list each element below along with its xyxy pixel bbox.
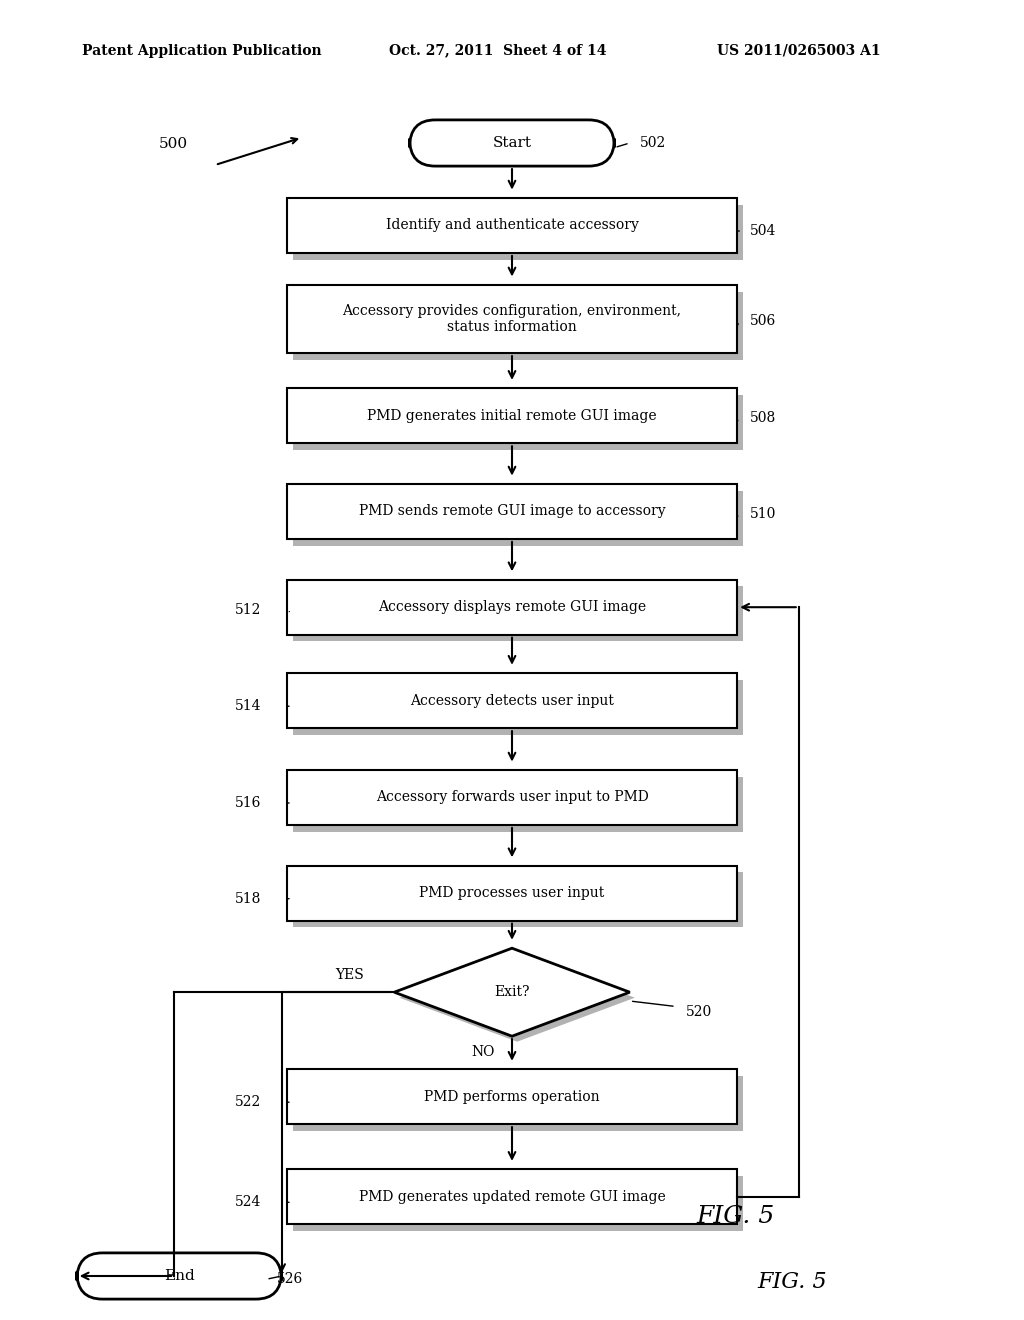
Polygon shape — [399, 953, 635, 1041]
Text: YES: YES — [335, 968, 364, 982]
Text: 514: 514 — [234, 700, 261, 713]
Text: FIG. 5: FIG. 5 — [696, 1205, 774, 1228]
Bar — [287, 1170, 737, 1225]
Bar — [287, 579, 737, 635]
FancyBboxPatch shape — [293, 205, 743, 260]
Text: NO: NO — [471, 1045, 495, 1059]
Text: Oct. 27, 2011  Sheet 4 of 14: Oct. 27, 2011 Sheet 4 of 14 — [389, 44, 606, 58]
Text: 520: 520 — [686, 1005, 713, 1019]
Text: Accessory provides configuration, environment,
status information: Accessory provides configuration, enviro… — [342, 304, 682, 334]
Text: Accessory forwards user input to PMD: Accessory forwards user input to PMD — [376, 791, 648, 804]
Text: 506: 506 — [750, 314, 776, 329]
FancyBboxPatch shape — [410, 120, 614, 166]
Bar — [287, 484, 737, 539]
Bar — [287, 198, 737, 253]
Text: End: End — [164, 1269, 195, 1283]
FancyBboxPatch shape — [293, 1076, 743, 1131]
Text: Accessory displays remote GUI image: Accessory displays remote GUI image — [378, 601, 646, 614]
Text: PMD performs operation: PMD performs operation — [424, 1090, 600, 1104]
Text: 526: 526 — [276, 1272, 303, 1286]
FancyBboxPatch shape — [293, 292, 743, 360]
Text: 508: 508 — [750, 411, 776, 425]
Text: 524: 524 — [234, 1196, 261, 1209]
Bar — [287, 285, 737, 354]
Text: PMD sends remote GUI image to accessory: PMD sends remote GUI image to accessory — [358, 504, 666, 519]
FancyBboxPatch shape — [293, 586, 743, 642]
FancyBboxPatch shape — [293, 395, 743, 450]
Text: 516: 516 — [234, 796, 261, 810]
Text: 502: 502 — [640, 136, 667, 150]
Text: Patent Application Publication: Patent Application Publication — [82, 44, 322, 58]
Text: 518: 518 — [234, 892, 261, 906]
FancyBboxPatch shape — [293, 873, 743, 927]
Bar — [287, 866, 737, 921]
Text: PMD processes user input: PMD processes user input — [420, 886, 604, 900]
Bar — [287, 770, 737, 825]
Polygon shape — [394, 948, 630, 1036]
Text: FIG. 5: FIG. 5 — [758, 1270, 827, 1292]
Bar — [287, 388, 737, 444]
Text: Identify and authenticate accessory: Identify and authenticate accessory — [386, 219, 638, 232]
FancyBboxPatch shape — [293, 680, 743, 735]
Bar — [287, 1069, 737, 1125]
Bar — [287, 673, 737, 729]
Text: Accessory detects user input: Accessory detects user input — [410, 694, 614, 708]
FancyBboxPatch shape — [293, 1176, 743, 1230]
Text: Exit?: Exit? — [495, 985, 529, 999]
Text: PMD generates updated remote GUI image: PMD generates updated remote GUI image — [358, 1189, 666, 1204]
Text: 504: 504 — [750, 224, 776, 238]
FancyBboxPatch shape — [293, 776, 743, 832]
Text: 522: 522 — [234, 1096, 261, 1109]
Text: PMD generates initial remote GUI image: PMD generates initial remote GUI image — [368, 409, 656, 422]
Text: 510: 510 — [750, 507, 776, 520]
Text: 512: 512 — [234, 603, 261, 618]
Text: 500: 500 — [159, 137, 187, 152]
Text: US 2011/0265003 A1: US 2011/0265003 A1 — [717, 44, 881, 58]
FancyBboxPatch shape — [77, 1253, 282, 1299]
FancyBboxPatch shape — [293, 491, 743, 545]
Text: Start: Start — [493, 136, 531, 150]
